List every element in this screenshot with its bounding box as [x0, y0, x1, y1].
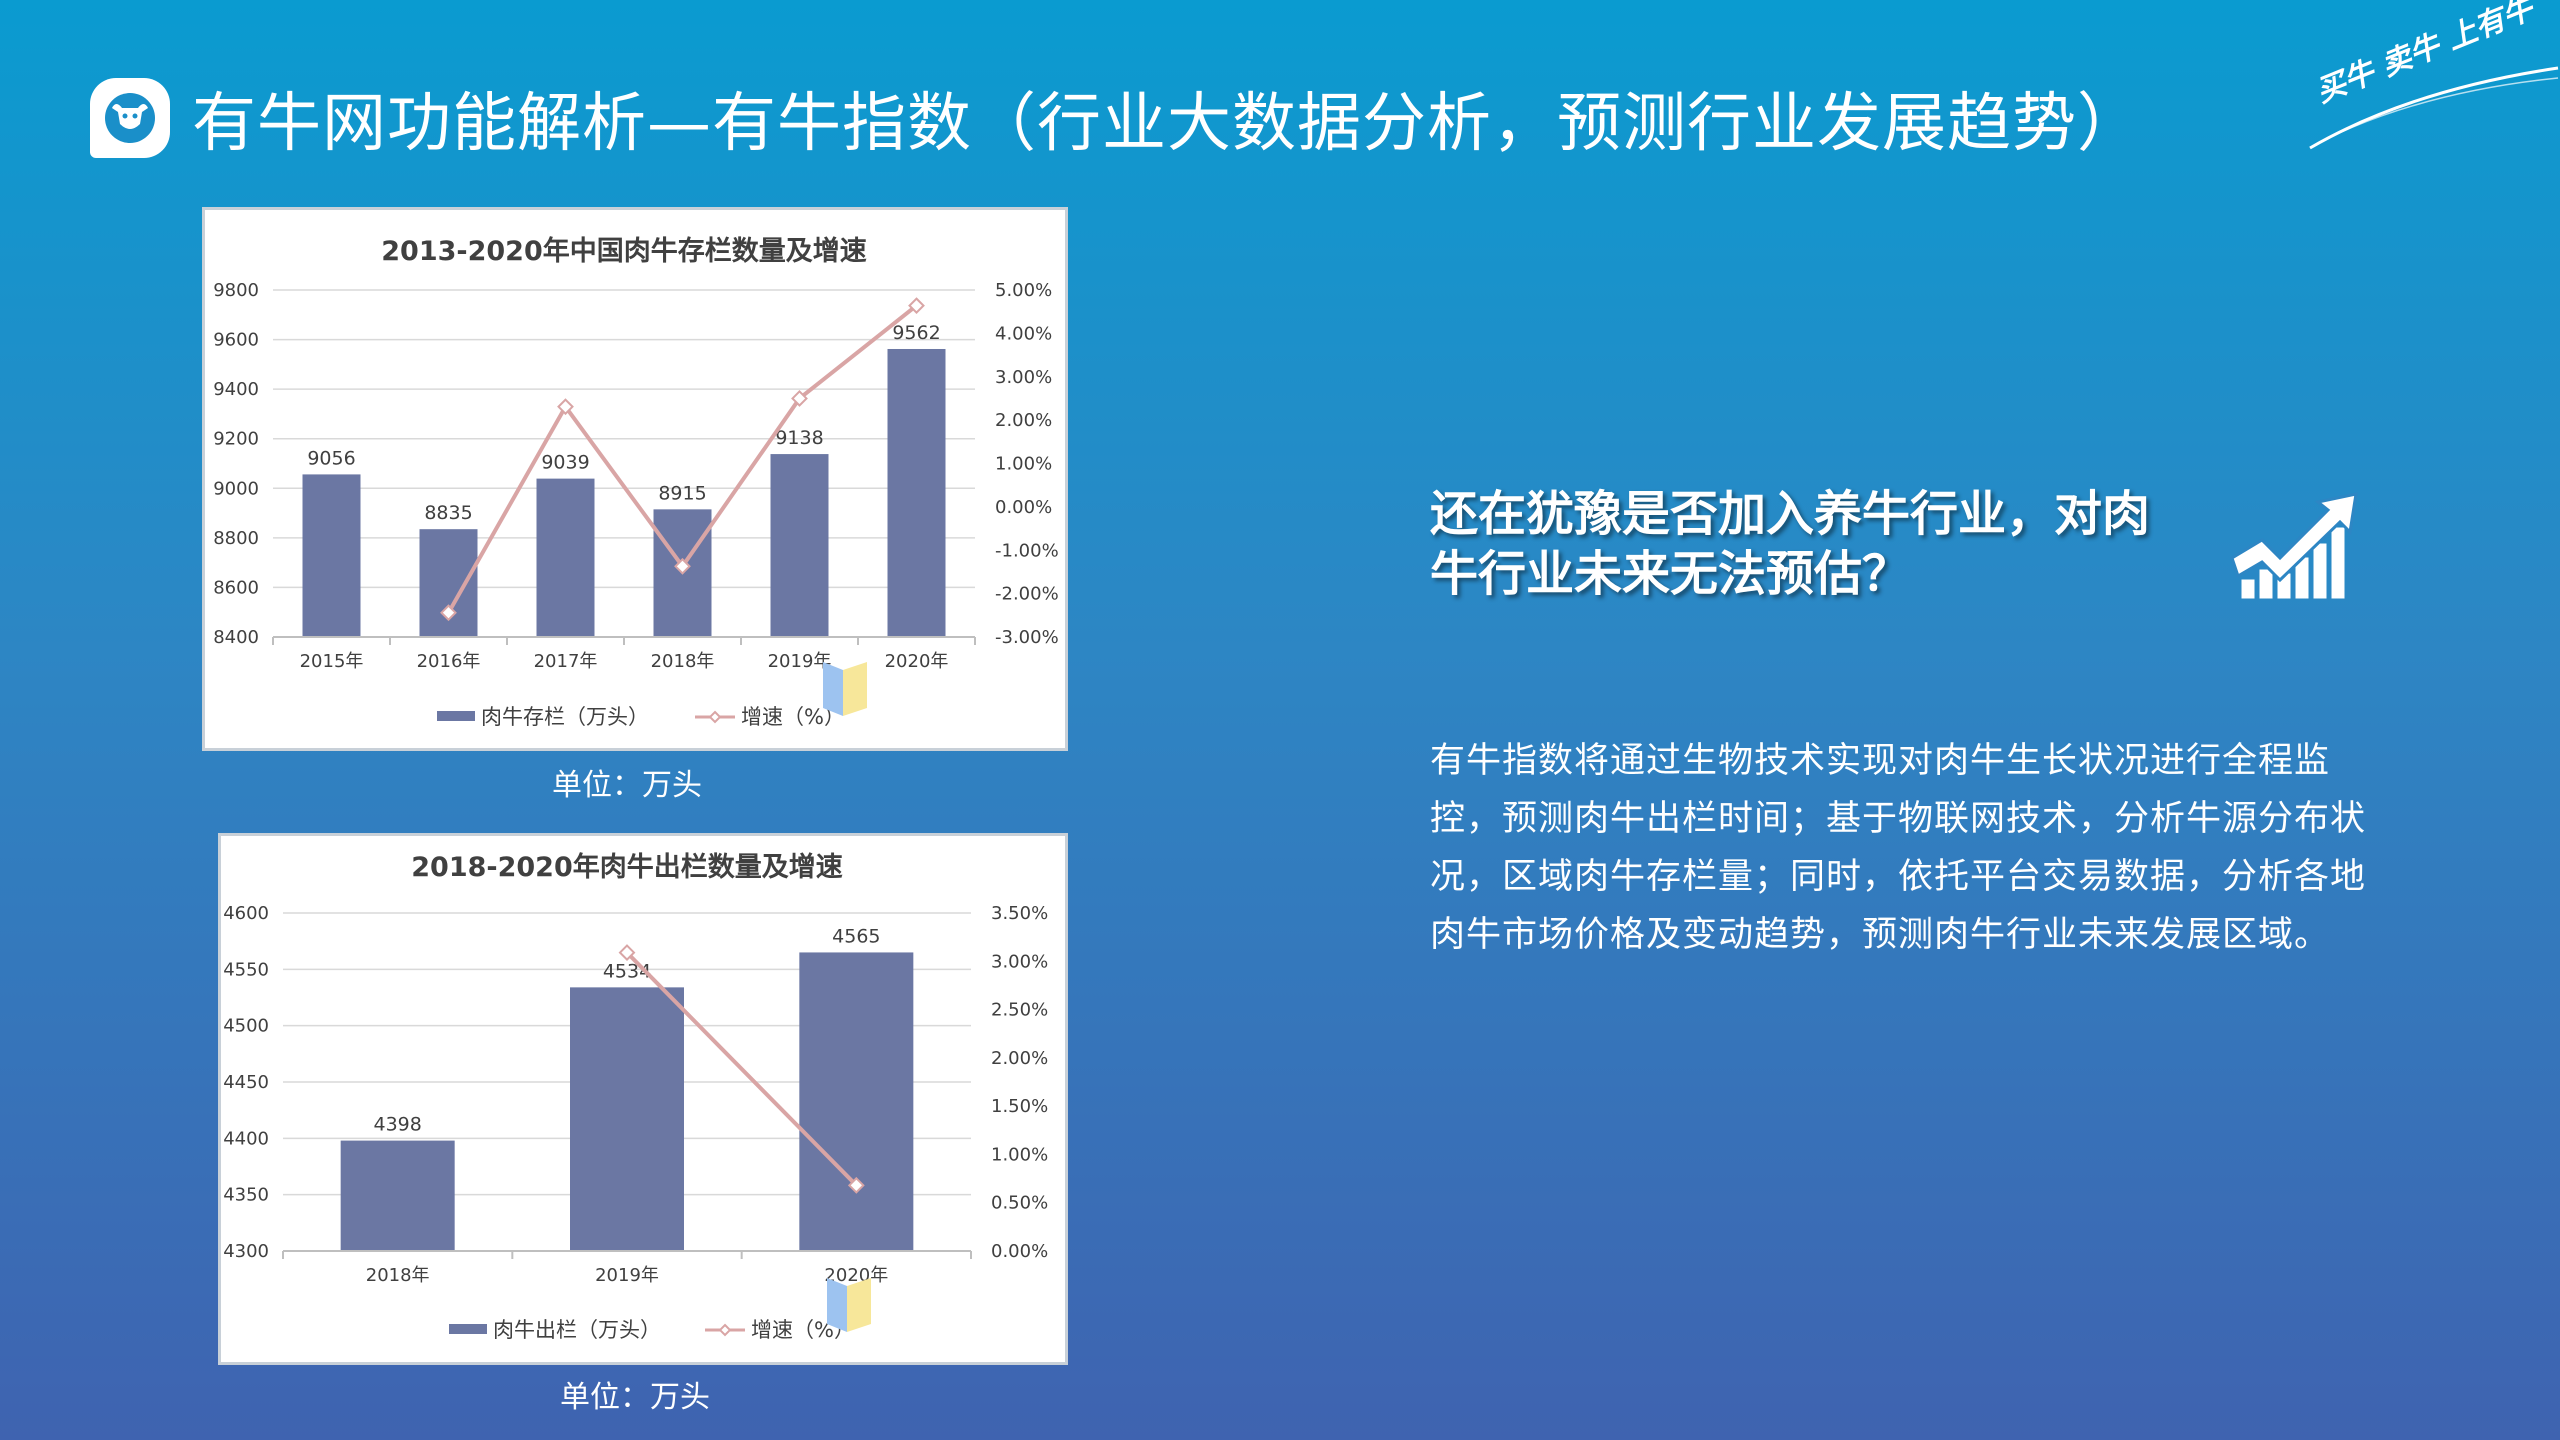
chart-slaughter: 2018-2020年肉牛出栏数量及增速 4300 4350 4400 4450 4500 4… [218, 833, 1068, 1365]
bar-data-label: 8915 [658, 482, 706, 504]
y-tick-label: 4300 [223, 1241, 269, 1262]
page-title: 有牛网功能解析—有牛指数（行业大数据分析，预测行业发展趋势） [192, 87, 2142, 161]
x-tick-label: 2019年 [595, 1265, 659, 1286]
y2-tick-label: 3.00% [991, 951, 1048, 972]
y-tick-label: 9200 [213, 429, 259, 450]
y-tick-label: 4350 [223, 1185, 269, 1206]
y2-tick-label: 2.50% [991, 1000, 1048, 1021]
y-tick-label: 4450 [223, 1072, 269, 1093]
y2-tick-label: 3.00% [995, 367, 1052, 388]
bar-data-label: 9562 [892, 322, 940, 344]
legend-bar-swatch [437, 711, 475, 721]
x-tick-label: 2015年 [300, 651, 364, 672]
x-tick-label: 2017年 [534, 651, 598, 672]
y2-tick-label: 0.00% [995, 497, 1052, 518]
growth-point [791, 390, 808, 407]
x-tick-label: 2020年 [885, 651, 949, 672]
bar-data-label: 9138 [775, 427, 823, 449]
book-icon-left [827, 1278, 847, 1332]
y-tick-label: 9400 [213, 379, 259, 400]
bar [887, 348, 946, 637]
chart-slaughter-unit: 单位：万头 [560, 1380, 710, 1415]
legend-bar-swatch [449, 1324, 487, 1334]
legend-line-marker [708, 710, 722, 724]
question-heading: 还在犹豫是否加入养牛行业，对肉牛行业未来无法预估？ [1430, 486, 2151, 602]
bar-data-label: 9039 [541, 452, 589, 474]
y2-tick-label: -3.00% [995, 627, 1059, 648]
x-tick-label: 2020年 [824, 1265, 888, 1286]
legend-line-marker [718, 1323, 732, 1337]
book-icon-right [847, 1278, 871, 1332]
y-tick-label: 8400 [213, 627, 259, 648]
bar [536, 478, 595, 637]
y-tick-label: 4550 [223, 959, 269, 980]
y-tick-label: 4400 [223, 1128, 269, 1149]
bar [570, 987, 684, 1251]
book-icon-left [823, 662, 843, 716]
bar [340, 1140, 455, 1251]
y-tick-label: 9800 [213, 280, 259, 301]
y-tick-label: 8600 [213, 577, 259, 598]
bar-data-label: 9056 [307, 447, 355, 469]
y-tick-label: 4600 [223, 903, 269, 924]
book-icon-right [843, 662, 867, 716]
x-tick-label: 2018年 [366, 1265, 430, 1286]
growth-point [440, 604, 457, 622]
chart-inventory: 2013-2020年中国肉牛存栏数量及增速 8400 8600 8800 9000 920… [202, 207, 1068, 751]
y2-tick-label: -2.00% [995, 584, 1059, 605]
growth-line [625, 951, 858, 1187]
slogan-swoosh [2309, 66, 2559, 150]
y-tick-label: 9000 [213, 478, 259, 499]
chart-inventory-unit: 单位：万头 [552, 768, 702, 803]
x-tick-label: 2016年 [417, 651, 481, 672]
y2-tick-label: 5.00% [995, 280, 1052, 301]
legend-bar-label: 肉牛存栏（万头） [481, 705, 649, 729]
y2-tick-label: 2.00% [995, 410, 1052, 431]
y2-tick-label: 1.00% [995, 454, 1052, 475]
cow-head-icon [105, 93, 155, 143]
x-tick-label: 2018年 [651, 651, 715, 672]
growth-point [618, 944, 636, 962]
y-tick-label: 8800 [213, 528, 259, 549]
y-tick-label: 4500 [223, 1016, 269, 1037]
y2-tick-label: 2.00% [991, 1048, 1048, 1069]
y2-tick-label: -1.00% [995, 540, 1059, 561]
chart-inventory-svg: 2013-2020年中国肉牛存栏数量及增速 8400 8600 8800 9000 920… [213, 235, 1059, 729]
bar [799, 952, 914, 1251]
chart-title: 2018-2020年肉牛出栏数量及增速 [411, 851, 843, 883]
growth-point [908, 297, 925, 315]
chart-slaughter-svg: 2018-2020年肉牛出栏数量及增速 4300 4350 4400 4450 4500 4… [223, 851, 1048, 1342]
y2-tick-label: 0.00% [991, 1241, 1048, 1262]
description: 有牛指数将通过生物技术实现对肉牛生长状况进行全程监控，预测肉牛出栏时间；基于物联… [1430, 741, 2367, 955]
slogan: 买牛 卖牛 上有牛 [2290, 0, 2560, 150]
bar-data-label: 4398 [373, 1114, 421, 1136]
growth-point [557, 398, 574, 416]
growth-point [674, 557, 691, 575]
y2-tick-label: 1.50% [991, 1096, 1048, 1117]
y2-tick-label: 1.00% [991, 1144, 1048, 1165]
y2-tick-label: 3.50% [991, 903, 1048, 924]
y-tick-label: 9600 [213, 330, 259, 351]
bar-data-label: 4565 [832, 925, 880, 947]
y2-tick-label: 0.50% [991, 1193, 1048, 1214]
legend-bar-label: 肉牛出栏（万头） [493, 1318, 661, 1342]
growth-chart-icon [2230, 492, 2358, 599]
cow-logo [90, 78, 170, 158]
chart-title: 2013-2020年中国肉牛存栏数量及增速 [381, 235, 867, 267]
bar [770, 454, 829, 637]
bar-data-label: 8835 [424, 502, 472, 524]
y2-tick-label: 4.00% [995, 323, 1052, 344]
bar [302, 474, 361, 637]
x-tick-label: 2019年 [768, 651, 832, 672]
growth-point [847, 1176, 865, 1194]
